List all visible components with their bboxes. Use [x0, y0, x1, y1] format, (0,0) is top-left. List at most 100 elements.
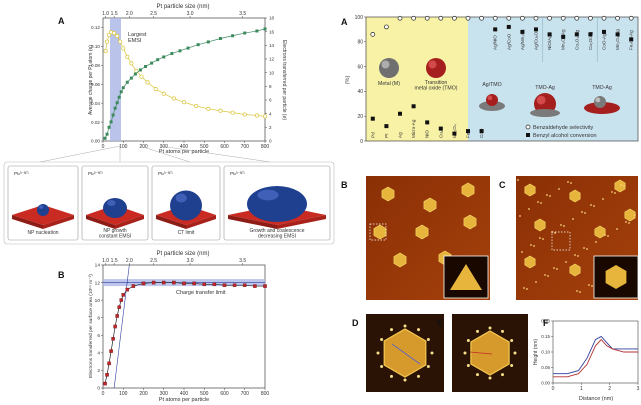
data-point — [111, 337, 115, 341]
top-tick-label: 3.0 — [187, 258, 194, 264]
category-label: Fe — [466, 132, 471, 138]
stm-island — [524, 183, 536, 197]
top-tick-label: 3.5 — [239, 258, 246, 264]
stage-formula: Ptₙᵟ⁻ᴺᵀ⁾ — [230, 171, 245, 176]
stm-adatom — [602, 198, 604, 200]
data-point-charge — [218, 108, 223, 113]
conversion-point — [493, 27, 498, 32]
group-label: Transition — [425, 80, 448, 86]
stm-edge-atom — [380, 365, 384, 368]
stm-edge-atom — [417, 374, 420, 378]
nanoparticle-highlight — [536, 95, 546, 105]
conversion-point — [398, 111, 402, 116]
y-tick-label: 6 — [97, 333, 100, 339]
panel-letter: B — [341, 180, 348, 190]
x-tick-label: 300 — [160, 391, 169, 397]
selectivity-point — [533, 15, 539, 21]
conversion-point — [615, 32, 620, 37]
stm-adatom — [616, 228, 618, 230]
stm-adatom — [517, 179, 519, 181]
right-f-xlabel: Distance (nm) — [579, 396, 613, 402]
stm-adatom — [581, 211, 583, 213]
conversion-point — [534, 27, 538, 32]
pt-particle — [103, 198, 127, 218]
y2-tick-label: 16 — [269, 29, 275, 34]
data-point — [242, 283, 247, 287]
stm-adatom — [586, 248, 588, 250]
nanoparticle-highlight — [487, 95, 493, 101]
data-point-electrons — [125, 80, 129, 84]
data-point-electrons — [170, 52, 174, 56]
data-point — [109, 349, 113, 353]
conversion-point — [520, 29, 525, 34]
top-tick-label: 2.0 — [126, 11, 133, 17]
stages-frame — [3, 161, 335, 245]
stm-adatom — [563, 225, 565, 227]
data-point — [131, 284, 136, 288]
stm-island — [463, 214, 477, 230]
data-point-electrons — [121, 86, 125, 90]
stm-adatom — [634, 214, 636, 216]
y-tick-label: 0.05 — [541, 365, 550, 370]
right-f-ticks: 0 1 2 3 0.00 0.05 0.10 0.15 0.20 — [541, 319, 639, 392]
y-tick-label: 0 — [360, 139, 363, 145]
data-point — [113, 324, 117, 329]
stm-images: B C D E F — [341, 176, 639, 392]
data-point-electrons — [231, 34, 235, 38]
stm-edge-atom — [466, 339, 470, 342]
x-tick-label: 0 — [102, 391, 105, 397]
selectivity-point — [479, 15, 484, 21]
stm-adatom — [576, 290, 578, 292]
selectivity-point — [574, 15, 580, 21]
data-point-electrons — [133, 72, 137, 76]
data-point-electrons — [144, 65, 148, 69]
data-point-electrons — [255, 29, 259, 33]
top-tick-label: 1.0 — [102, 258, 109, 264]
nanoparticle-highlight — [428, 60, 437, 69]
conversion-point — [574, 32, 579, 37]
right-panel-f: Height (nm) Distance (nm) 0 1 2 3 0.00 0.05 0.… — [533, 319, 640, 402]
pt-particle-highlight — [257, 189, 279, 201]
connector-line — [159, 145, 271, 163]
selectivity-point — [438, 15, 444, 21]
category-label: Cu₂O/Ag — [588, 31, 593, 50]
data-point-electrons — [109, 120, 113, 124]
group-label: TMO-Ag — [592, 85, 612, 91]
data-point-electrons — [107, 125, 111, 129]
left-panel-a-letter: A — [58, 16, 65, 26]
substrate-side — [12, 215, 43, 229]
x-tick-label: 3 — [637, 386, 640, 392]
top-tick-label: 2.5 — [150, 11, 157, 17]
data-point-charge — [161, 91, 166, 96]
growth-stages-row: Ptₙᵟ⁻ᴺᵀ⁾ NP nucleation Ptₙᵟ⁻ᴺᵀ⁾ NP growthco… — [3, 145, 335, 245]
stm-edge-atom — [376, 351, 380, 355]
panel-letter: E — [437, 318, 443, 328]
stm-adatom — [549, 195, 551, 197]
conversion-point — [384, 124, 389, 129]
data-point — [212, 282, 217, 287]
y-tick-label: 0.20 — [541, 319, 550, 324]
category-label: NiO — [425, 130, 430, 138]
conversion-point — [479, 129, 484, 134]
right-a-legend: Benzaldehyde selectivity Benzyl alcohol c… — [525, 124, 597, 139]
metal-tmo-background — [366, 17, 468, 141]
panel-letter: C — [499, 180, 506, 190]
top-tick-label: 1.5 — [111, 258, 118, 264]
legend-marker-selectivity — [525, 124, 531, 130]
category-label: Ag/Mn₃O₄ — [520, 29, 525, 50]
x-tick-label: 100 — [119, 391, 128, 397]
data-point-electrons — [263, 27, 267, 31]
selectivity-point — [424, 15, 430, 21]
x-tick-label: 2 — [608, 386, 611, 392]
stm-edge-atom — [417, 328, 420, 332]
stm-edge-atom — [390, 328, 393, 332]
data-point-charge — [118, 39, 123, 44]
y-tick-label: 0.04 — [91, 101, 100, 106]
x-tick-label: 800 — [261, 391, 270, 397]
stm-adatom — [553, 267, 555, 269]
stm-edge-atom — [501, 373, 504, 377]
left-b-marks — [103, 264, 267, 389]
substrate-side — [277, 215, 326, 229]
